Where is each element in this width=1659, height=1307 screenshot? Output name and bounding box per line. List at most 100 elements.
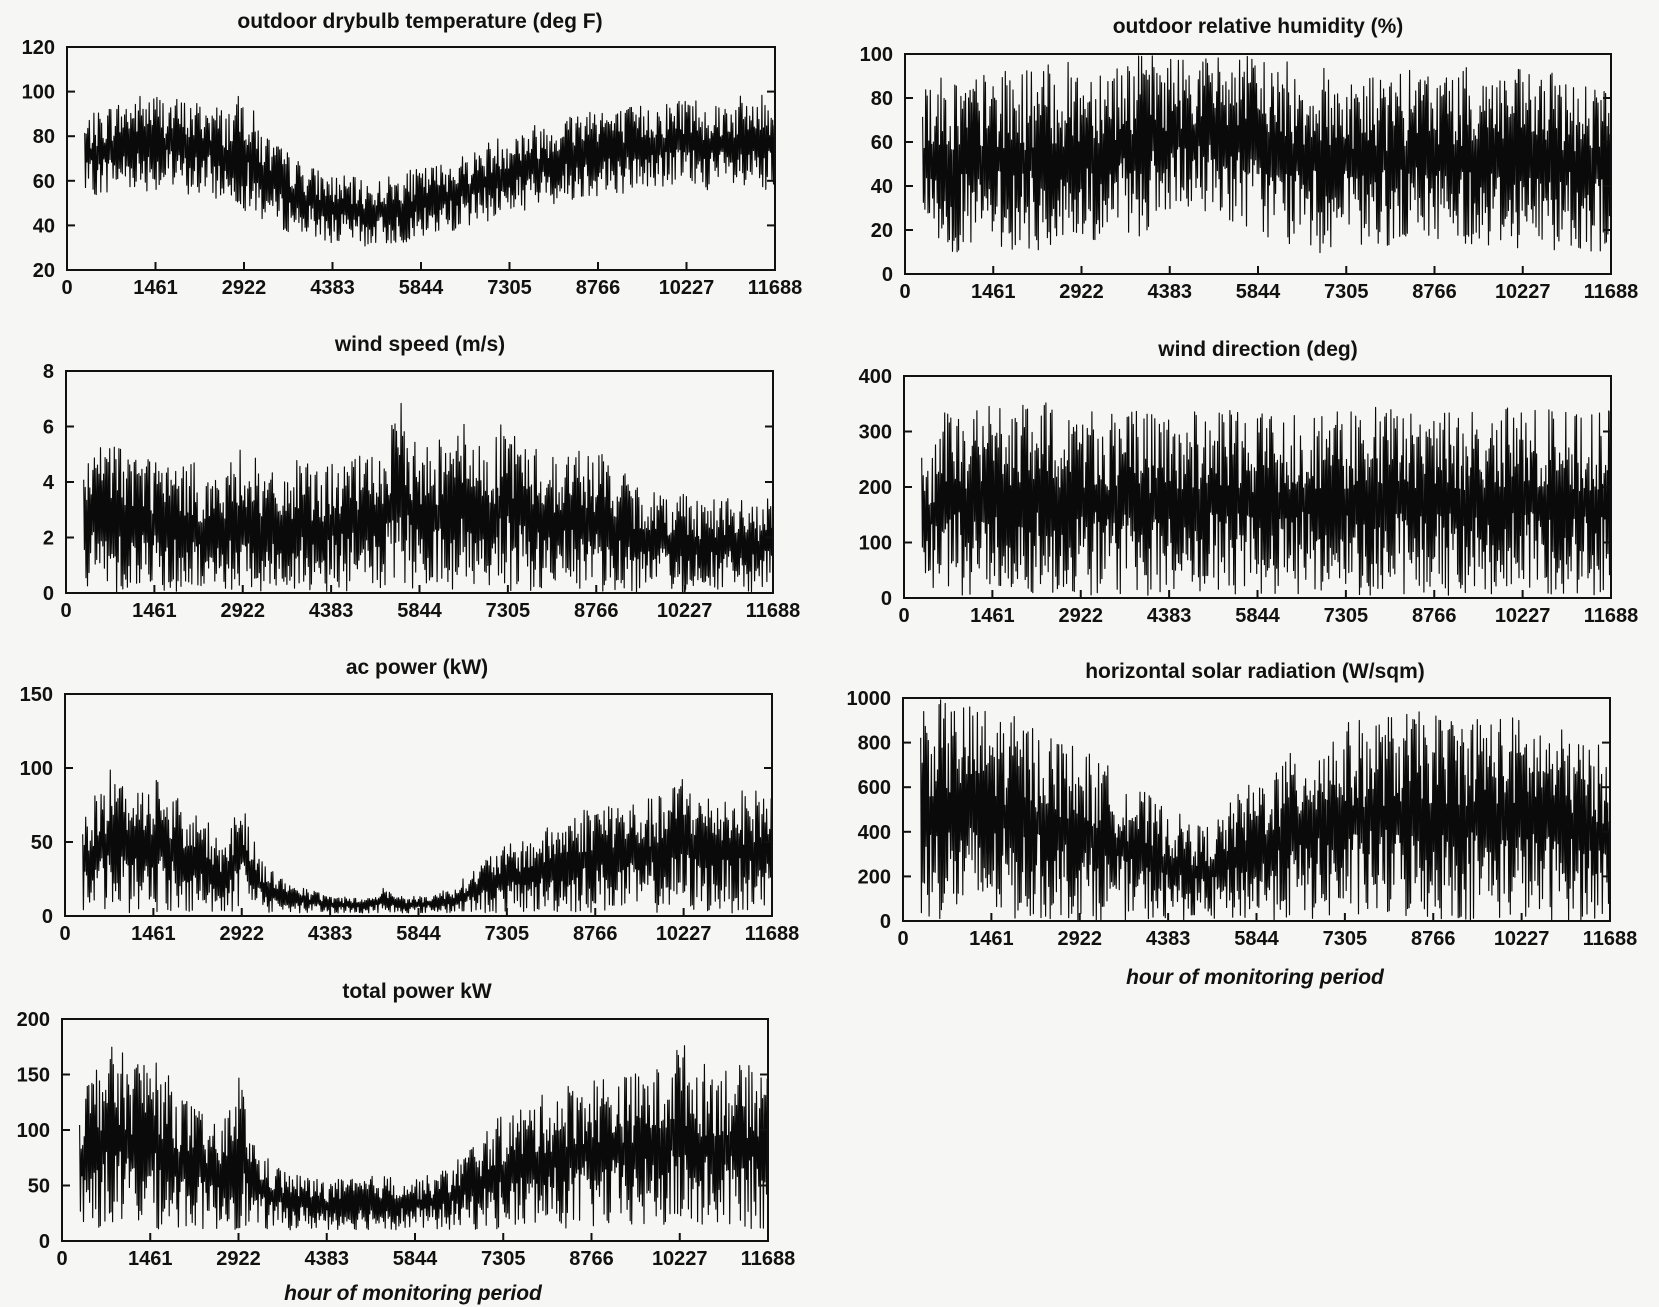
x-tick-label: 8766 [1412,281,1457,303]
y-tick-label: 2 [43,528,54,550]
series-group [920,699,1611,922]
chart-title: ac power (kW) [346,656,488,679]
axes: 0 1461 2922 4383 5844 7305 8766 10227 11688 0 2 4 6 8 [43,361,800,622]
y-tick-label: 50 [31,832,53,854]
x-tick-label: 10227 [656,923,712,945]
y-tick-label: 20 [871,220,893,242]
series-group [921,402,1612,596]
y-tick-label: 80 [33,126,55,148]
x-tick-label: 8766 [573,923,618,945]
y-tick-label: 60 [871,132,893,154]
panel-outdoor-drybulb-temperature: outdoor drybulb temperature (deg F) 0 146… [22,10,803,299]
x-tick-label: 7305 [1323,928,1368,950]
x-tick-label: 7305 [485,923,530,945]
x-tick-label: 11688 [741,1248,796,1270]
series-line [82,769,773,914]
series-line [920,699,1611,922]
x-tick-label: 2922 [222,277,267,299]
x-tick-label: 7305 [481,1248,526,1270]
x-tick-label: 1461 [970,605,1015,627]
y-tick-label: 0 [881,588,892,610]
x-tick-label: 4383 [309,600,354,622]
x-tick-label: 5844 [1235,605,1280,627]
y-tick-label: 100 [20,758,53,780]
axes: 0 1461 2922 4383 5844 7305 8766 10227 11688 0 50 10… [20,684,800,945]
x-tick-label: 11688 [745,923,800,945]
y-tick-label: 60 [33,171,55,193]
y-tick-label: 40 [871,176,893,198]
panel-wind-direction: wind direction (deg) 0 1461 2922 4383 5844 73… [859,338,1639,627]
y-tick-label: 80 [871,88,893,110]
x-tick-label: 0 [60,600,71,622]
series-group [79,1045,769,1231]
x-tick-label: 0 [61,277,72,299]
x-tick-label: 8766 [576,277,621,299]
y-tick-label: 150 [17,1065,50,1087]
series-group [83,402,774,594]
y-tick-label: 4 [43,472,55,494]
y-tick-label: 200 [17,1009,50,1031]
x-tick-label: 5844 [1234,928,1279,950]
x-tick-label: 4383 [1148,281,1193,303]
y-tick-label: 100 [859,533,892,555]
series-line [79,1045,769,1231]
x-tick-label: 11688 [1584,605,1639,627]
axes: 0 1461 2922 4383 5844 7305 8766 10227 11688 20 40 6… [22,37,803,299]
x-tick-label: 4383 [1146,928,1191,950]
x-tick-label: 2922 [216,1248,261,1270]
x-tick-label: 0 [59,923,70,945]
axes: 0 1461 2922 4383 5844 7305 8766 10227 11688 0 200 4… [847,688,1638,950]
x-tick-label: 5844 [393,1248,438,1270]
y-tick-label: 400 [859,366,892,388]
panel-total-power: total power kW 0 1461 2922 4383 5844 7305 8766… [17,980,796,1305]
x-tick-label: 5844 [396,923,441,945]
x-tick-label: 11688 [1584,281,1639,303]
x-tick-label: 8766 [569,1248,614,1270]
series-group [82,769,773,914]
series-line [84,94,776,247]
x-tick-label: 0 [899,281,910,303]
chart-title: wind direction (deg) [1157,338,1358,361]
x-tick-label: 2922 [1059,605,1104,627]
y-tick-label: 50 [28,1176,50,1198]
x-tick-label: 0 [898,605,909,627]
panel-ac-power: ac power (kW) 0 1461 2922 4383 5844 7305 8766 1… [20,656,800,945]
series-line [83,402,774,594]
x-tick-label: 10227 [652,1248,708,1270]
x-tick-label: 4383 [308,923,353,945]
x-tick-label: 7305 [1324,281,1369,303]
x-tick-label: 0 [56,1248,67,1270]
chart-title: horizontal solar radiation (W/sqm) [1085,660,1425,683]
y-tick-label: 300 [859,422,892,444]
y-tick-label: 100 [17,1120,50,1142]
x-tick-label: 8766 [574,600,619,622]
y-tick-label: 400 [858,822,891,844]
y-tick-label: 0 [42,906,53,928]
y-tick-label: 120 [22,37,55,59]
series-group [922,55,1612,254]
x-tick-label: 5844 [1236,281,1281,303]
x-tick-label: 2922 [221,600,266,622]
y-tick-label: 200 [859,477,892,499]
x-axis-label: hour of monitoring period [284,1282,543,1305]
y-tick-label: 100 [860,44,893,66]
y-tick-label: 0 [880,911,891,933]
y-tick-label: 150 [20,684,53,706]
chart-title: total power kW [342,980,492,1003]
x-axis-label: hour of monitoring period [1126,966,1385,989]
x-tick-label: 7305 [1324,605,1369,627]
panel-wind-speed: wind speed (m/s) 0 1461 2922 4383 5844 7305 87… [43,333,800,622]
x-tick-label: 1461 [133,277,178,299]
x-tick-label: 2922 [1059,281,1104,303]
x-tick-label: 10227 [1494,928,1550,950]
y-tick-label: 0 [882,264,893,286]
y-tick-label: 40 [33,215,55,237]
x-tick-label: 10227 [1495,281,1551,303]
chart-title: outdoor drybulb temperature (deg F) [237,10,602,33]
chart-title: outdoor relative humidity (%) [1113,15,1404,38]
x-tick-label: 10227 [1495,605,1551,627]
x-tick-label: 11688 [748,277,803,299]
y-tick-label: 1000 [847,688,892,710]
x-tick-label: 10227 [657,600,713,622]
y-tick-label: 600 [858,777,891,799]
